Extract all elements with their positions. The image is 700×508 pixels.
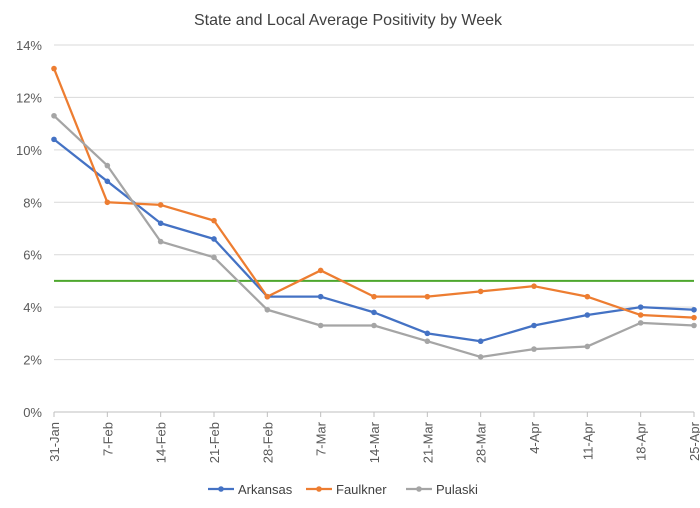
data-point (104, 199, 111, 206)
y-tick-label: 10% (16, 143, 42, 158)
y-tick-label: 6% (23, 248, 42, 263)
data-point (531, 283, 537, 289)
series-pulaski (51, 112, 697, 360)
data-point (211, 254, 217, 261)
data-point (317, 267, 324, 274)
x-axis-ticks: 31-Jan 7-Feb 14-Feb 21-Feb 28-Feb 7-Mar 14-Mar… (47, 412, 700, 463)
data-point (264, 306, 271, 313)
data-point (317, 322, 324, 329)
x-tick-label: 21-Mar (420, 421, 435, 463)
data-point (531, 322, 537, 329)
data-point (584, 343, 591, 350)
y-tick-label: 2% (23, 353, 42, 368)
data-point (691, 322, 697, 329)
x-tick-label: 28-Feb (260, 422, 275, 463)
data-point (264, 293, 271, 300)
data-point (104, 162, 111, 169)
data-point (637, 320, 644, 326)
data-point (531, 346, 537, 352)
data-point (371, 293, 377, 300)
legend: Arkansas Faulkner Pulaski (208, 482, 478, 497)
data-point (104, 178, 111, 185)
y-axis-ticks: 0% 2% 4% 6% 8% 10% 12% 14% (16, 38, 42, 420)
x-tick-label: 7-Feb (100, 422, 115, 456)
data-point (637, 312, 644, 318)
data-point (371, 309, 377, 316)
legend-swatch-marker (416, 486, 422, 492)
y-tick-label: 14% (16, 38, 42, 53)
data-point (477, 288, 484, 295)
x-tick-label: 14-Mar (367, 421, 382, 463)
x-tick-label: 14-Feb (154, 422, 169, 463)
series-line (53, 114, 695, 359)
data-point (157, 220, 164, 227)
data-point (584, 293, 591, 300)
data-point (477, 354, 484, 360)
data-point (371, 322, 377, 329)
x-tick-label: 18-Apr (634, 421, 649, 461)
data-point (691, 306, 697, 313)
legend-swatch-marker (218, 486, 224, 492)
x-tick-label: 7-Mar (314, 421, 329, 456)
data-point (51, 65, 57, 72)
series-arkansas (51, 136, 697, 345)
data-point (157, 202, 164, 208)
data-point (584, 312, 591, 318)
data-point (51, 112, 57, 119)
legend-swatch-marker (316, 486, 322, 492)
x-tick-label: 11-Apr (580, 421, 595, 460)
series-faulkner (51, 65, 697, 321)
y-tick-label: 4% (23, 300, 42, 315)
legend-label: Pulaski (436, 482, 478, 497)
legend-item-faulkner: Faulkner (306, 482, 387, 497)
data-point (637, 304, 644, 310)
data-point (211, 236, 217, 242)
x-tick-label: 31-Jan (47, 422, 62, 462)
chart-title: State and Local Average Positivity by We… (194, 12, 503, 29)
data-point (424, 338, 431, 345)
legend-label: Arkansas (238, 482, 293, 497)
data-point (157, 238, 164, 245)
x-tick-label: 21-Feb (207, 422, 222, 463)
data-point (317, 293, 324, 300)
gridlines (54, 44, 694, 413)
data-point (424, 330, 431, 337)
data-point (691, 314, 697, 321)
data-point (424, 293, 431, 300)
legend-label: Faulkner (336, 482, 387, 497)
data-point (211, 217, 217, 224)
y-tick-label: 12% (16, 90, 42, 105)
x-tick-label: 4-Apr (527, 421, 542, 453)
y-tick-label: 8% (23, 195, 42, 210)
legend-item-arkansas: Arkansas (208, 482, 293, 497)
data-point (477, 338, 484, 345)
data-point (51, 136, 57, 143)
y-tick-label: 0% (23, 405, 42, 420)
x-tick-label: 28-Mar (474, 421, 489, 463)
series-group (51, 65, 697, 360)
legend-item-pulaski: Pulaski (406, 482, 478, 497)
x-tick-label: 25-Apr (687, 421, 700, 461)
